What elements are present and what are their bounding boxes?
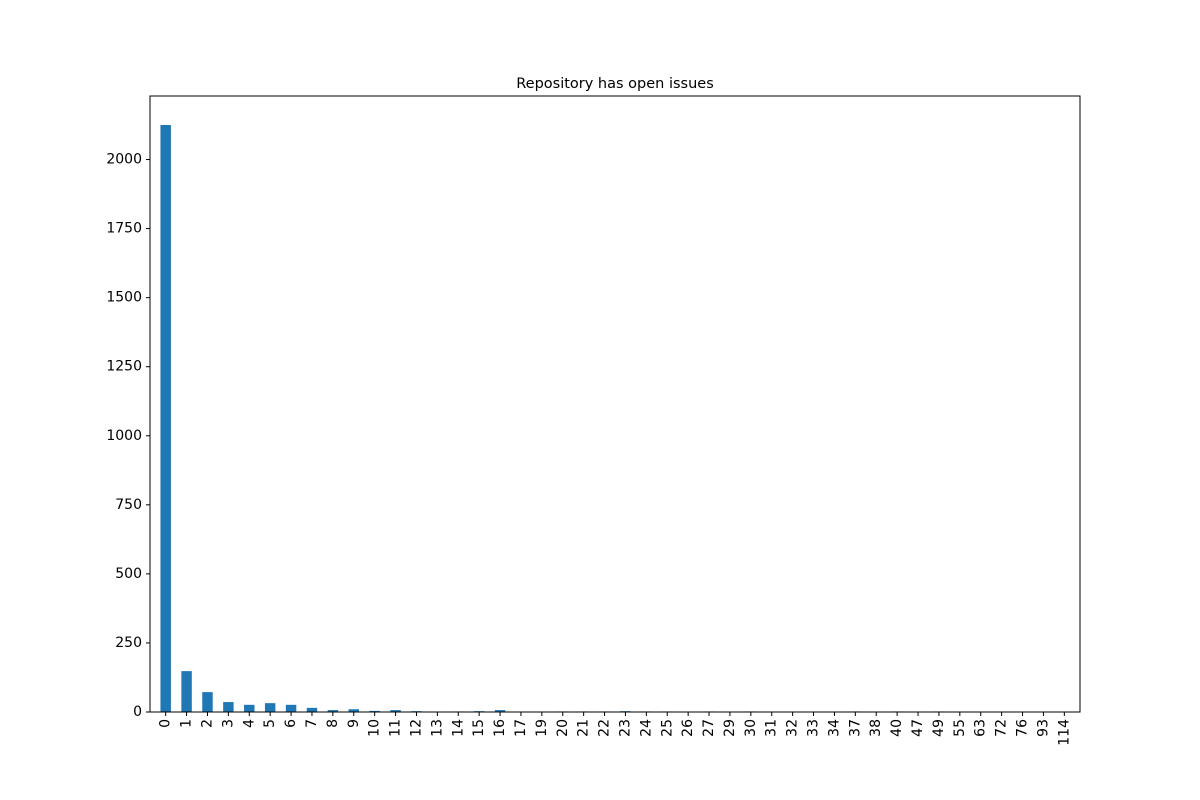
x-tick-label-26: 26 — [680, 719, 696, 737]
bar-10 — [369, 710, 380, 712]
x-tick-label-63: 63 — [973, 719, 989, 737]
bar-7 — [306, 707, 318, 712]
x-tick-label-7: 7 — [304, 719, 320, 728]
bar-1 — [181, 671, 192, 712]
x-tick-label-13: 13 — [429, 719, 445, 737]
y-tick-label-1500: 1500 — [106, 290, 142, 306]
x-tick-label-2: 2 — [199, 719, 215, 728]
y-tick-label-750: 750 — [115, 497, 142, 513]
x-tick-label-12: 12 — [408, 719, 424, 737]
x-tick-label-31: 31 — [764, 719, 780, 737]
x-tick-label-30: 30 — [743, 719, 759, 737]
x-tick-label-24: 24 — [638, 719, 654, 737]
x-tick-label-9: 9 — [346, 719, 362, 728]
y-tick-label-2000: 2000 — [106, 152, 142, 168]
x-tick-label-11: 11 — [388, 719, 404, 737]
x-axis: 0 1 2 3 4 5 6 7 8 9 10 11 12 13 14 15 16 17 19 20 21 22 23 24 25… — [158, 712, 1072, 746]
y-tick-label-1250: 1250 — [106, 359, 142, 375]
y-tick-label-500: 500 — [115, 566, 142, 582]
x-tick-label-16: 16 — [492, 719, 508, 737]
y-tick-label-1000: 1000 — [106, 428, 142, 444]
x-tick-label-15: 15 — [471, 719, 487, 737]
y-axis: 0 250 500 750 1000 1250 1500 1750 2000 — [106, 152, 150, 720]
x-tick-label-14: 14 — [450, 719, 466, 737]
x-tick-label-114: 114 — [1056, 719, 1072, 746]
bar-4 — [244, 704, 255, 712]
x-tick-label-4: 4 — [241, 719, 257, 728]
bar-8 — [327, 710, 339, 712]
bar-3 — [223, 702, 234, 712]
x-tick-label-10: 10 — [367, 719, 383, 737]
x-tick-label-17: 17 — [513, 719, 529, 737]
x-tick-label-23: 23 — [617, 719, 633, 737]
x-tick-label-21: 21 — [576, 719, 592, 737]
x-tick-label-34: 34 — [826, 719, 842, 737]
x-tick-label-3: 3 — [220, 719, 236, 728]
x-tick-label-40: 40 — [889, 719, 905, 737]
x-tick-label-93: 93 — [1035, 719, 1051, 737]
x-tick-label-38: 38 — [868, 719, 884, 737]
x-tick-label-22: 22 — [597, 719, 613, 737]
x-tick-label-5: 5 — [262, 719, 278, 728]
bar-11 — [390, 710, 401, 712]
bar-5 — [264, 703, 276, 712]
x-tick-label-33: 33 — [806, 719, 822, 737]
x-tick-label-29: 29 — [722, 719, 738, 737]
bar-0 — [160, 125, 171, 712]
x-tick-label-37: 37 — [847, 719, 863, 737]
x-tick-label-32: 32 — [785, 719, 801, 737]
bar-9 — [348, 709, 359, 712]
bar-6 — [285, 704, 297, 712]
x-tick-label-76: 76 — [1015, 719, 1031, 737]
x-tick-label-27: 27 — [701, 719, 717, 737]
y-tick-label-0: 0 — [133, 704, 142, 720]
x-tick-label-47: 47 — [910, 719, 926, 737]
y-tick-label-1750: 1750 — [106, 221, 142, 237]
x-tick-label-1: 1 — [179, 719, 195, 728]
x-tick-label-55: 55 — [952, 719, 968, 737]
bar-16 — [494, 710, 506, 712]
x-tick-label-6: 6 — [283, 719, 299, 728]
chart-title: Repository has open issues — [516, 76, 714, 92]
bar-2 — [202, 692, 213, 712]
plot-frame — [149, 95, 1081, 713]
y-tick-label-250: 250 — [115, 635, 142, 651]
bars-group — [160, 125, 1070, 712]
x-tick-label-8: 8 — [325, 719, 341, 728]
x-tick-label-25: 25 — [659, 719, 675, 737]
x-tick-label-72: 72 — [994, 719, 1010, 737]
x-tick-label-19: 19 — [534, 719, 550, 737]
x-tick-label-20: 20 — [555, 719, 571, 737]
x-tick-label-49: 49 — [931, 719, 947, 737]
x-tick-label-0: 0 — [158, 719, 174, 728]
